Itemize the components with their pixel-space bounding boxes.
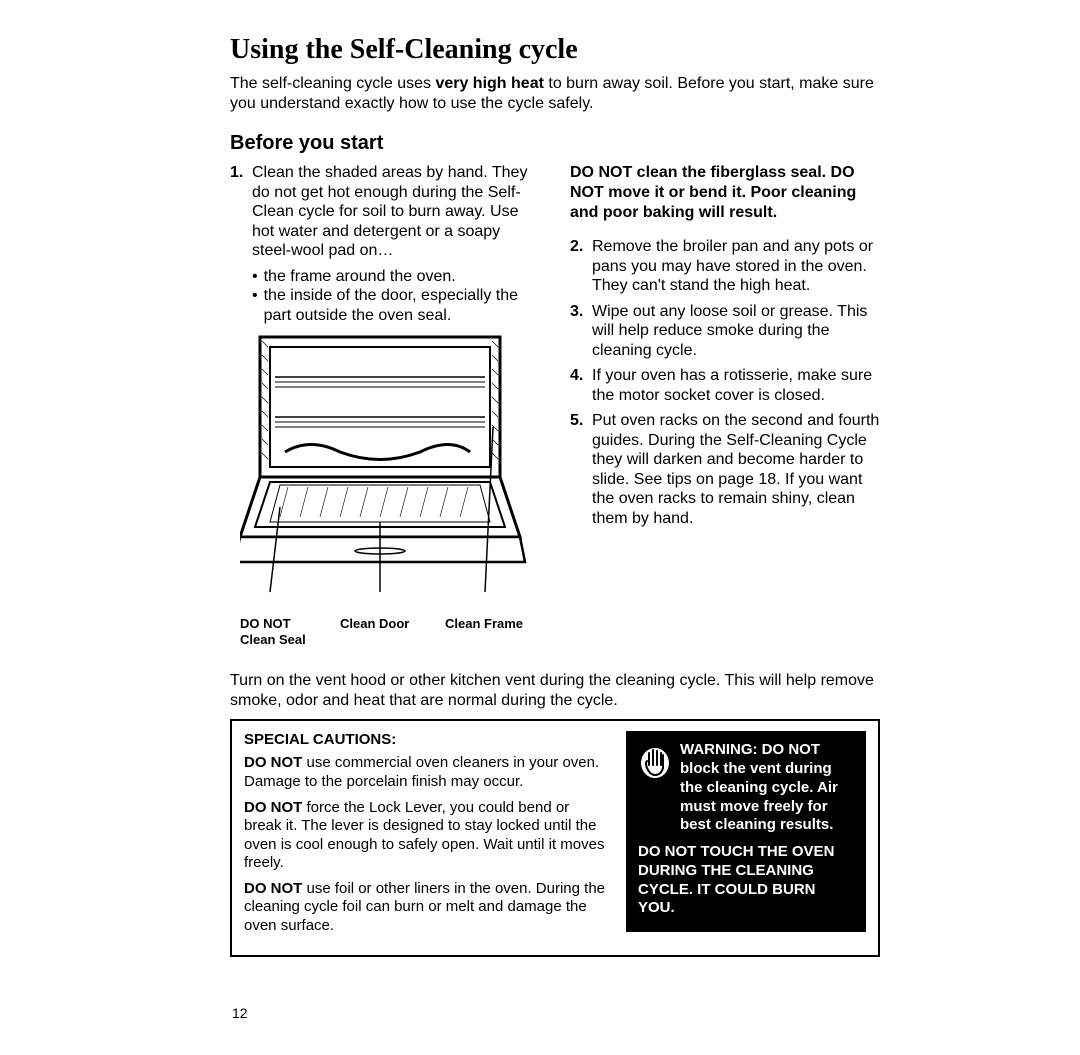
left-column: 1. Clean the shaded areas by hand. They …	[230, 163, 540, 647]
step-3: 3. Wipe out any loose soil or grease. Th…	[570, 302, 880, 361]
step-1-text: Clean the shaded areas by hand. They do …	[252, 163, 540, 261]
oven-label-frame: Clean Frame	[445, 616, 540, 647]
fiberglass-warning: DO NOT clean the fiberglass seal. DO NOT…	[570, 163, 880, 223]
warning-black-box: WARNING: DO NOT block the vent during th…	[626, 731, 866, 932]
step-4-number: 4.	[570, 366, 592, 405]
special-cautions-heading: SPECIAL CAUTIONS:	[244, 731, 610, 748]
before-you-start-heading: Before you start	[230, 132, 880, 155]
step-5: 5. Put oven racks on the second and four…	[570, 411, 880, 528]
caution-1: DO NOT use commercial oven cleaners in y…	[244, 754, 610, 791]
two-column-layout: 1. Clean the shaded areas by hand. They …	[230, 163, 880, 647]
hand-stop-icon	[638, 741, 672, 779]
page-title: Using the Self-Cleaning cycle	[230, 34, 880, 66]
step-2: 2. Remove the broiler pan and any pots o…	[570, 237, 880, 296]
step-1-number: 1.	[230, 163, 252, 261]
oven-label-door: Clean Door	[340, 616, 445, 647]
warning-top-row: WARNING: DO NOT block the vent during th…	[638, 741, 854, 835]
step-3-number: 3.	[570, 302, 592, 361]
right-column: DO NOT clean the fiberglass seal. DO NOT…	[570, 163, 880, 647]
cautions-box: SPECIAL CAUTIONS: DO NOT use commercial …	[230, 719, 880, 957]
cautions-right: WARNING: DO NOT block the vent during th…	[626, 731, 866, 943]
step-4: 4. If your oven has a rotisserie, make s…	[570, 366, 880, 405]
step-3-text: Wipe out any loose soil or grease. This …	[592, 302, 880, 361]
bullet-2: the inside of the door, especially the p…	[252, 286, 540, 325]
oven-diagram-labels: DO NOT Clean Seal Clean Door Clean Frame	[240, 616, 540, 647]
oven-diagram: DO NOT Clean Seal Clean Door Clean Frame	[240, 327, 540, 647]
vent-instruction: Turn on the vent hood or other kitchen v…	[230, 671, 880, 711]
caution-2: DO NOT force the Lock Lever, you could b…	[244, 799, 610, 872]
page-number: 12	[232, 1005, 880, 1021]
caution-3: DO NOT use foil or other liners in the o…	[244, 880, 610, 935]
step-5-text: Put oven racks on the second and fourth …	[592, 411, 880, 528]
bullet-1: the frame around the oven.	[252, 267, 540, 287]
warning-bottom-text: DO NOT TOUCH THE OVEN DURING THE CLEANIN…	[638, 843, 854, 918]
intro-part1: The self-cleaning cycle uses	[230, 75, 435, 92]
oven-svg	[240, 327, 540, 607]
step-2-text: Remove the broiler pan and any pots or p…	[592, 237, 880, 296]
intro-text: The self-cleaning cycle uses very high h…	[230, 74, 880, 114]
step-2-number: 2.	[570, 237, 592, 296]
step-4-text: If your oven has a rotisserie, make sure…	[592, 366, 880, 405]
step-5-number: 5.	[570, 411, 592, 528]
intro-bold: very high heat	[435, 75, 543, 92]
cautions-left: SPECIAL CAUTIONS: DO NOT use commercial …	[244, 731, 610, 943]
step-1: 1. Clean the shaded areas by hand. They …	[230, 163, 540, 261]
oven-label-seal: DO NOT Clean Seal	[240, 616, 340, 647]
warning-top-text: WARNING: DO NOT block the vent during th…	[680, 741, 854, 835]
